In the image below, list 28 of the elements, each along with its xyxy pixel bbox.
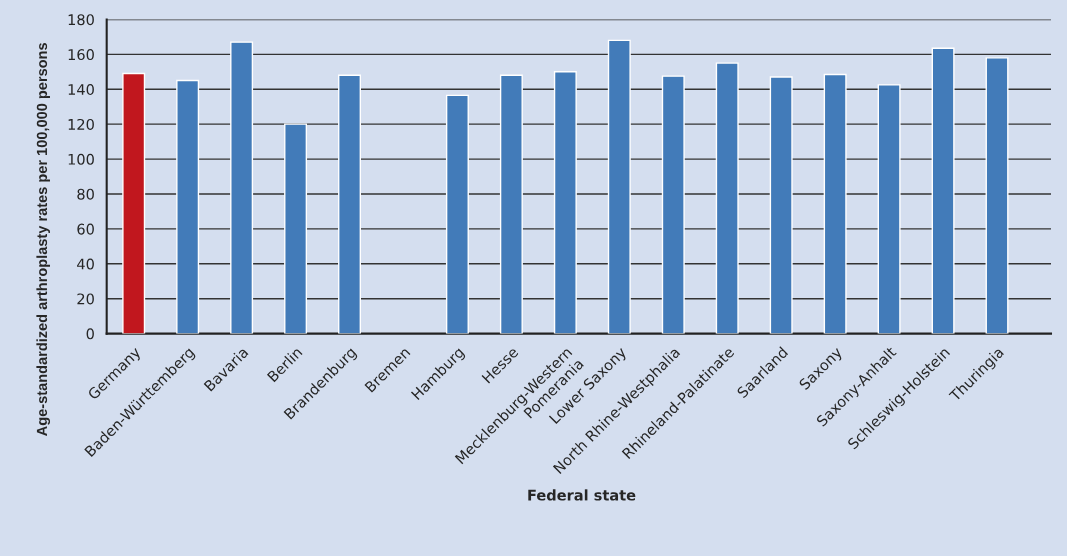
bar	[661, 75, 685, 334]
y-tick-label: 20	[77, 293, 94, 305]
bar	[338, 74, 362, 334]
y-tick-label: 160	[68, 49, 94, 61]
y-tick-label: 60	[77, 223, 94, 235]
bar	[284, 123, 308, 334]
y-tick-label: 80	[77, 188, 94, 200]
bar	[985, 57, 1009, 334]
bar	[607, 39, 631, 334]
bar	[877, 84, 901, 334]
bar	[715, 62, 739, 334]
y-tick-label: 40	[77, 258, 94, 270]
y-tick-label: 120	[68, 118, 94, 130]
y-tick-label: 0	[86, 328, 94, 340]
bar	[823, 73, 847, 334]
y-tick-label: 180	[68, 14, 94, 26]
bar	[445, 94, 469, 334]
bar	[769, 76, 793, 334]
bar	[122, 72, 146, 334]
bar	[931, 47, 955, 334]
x-axis-title: Federal state	[528, 489, 636, 501]
y-tick-label: 100	[68, 153, 94, 165]
bar	[553, 71, 577, 334]
bar	[230, 41, 254, 334]
y-tick-label: 140	[68, 83, 94, 96]
bar	[176, 79, 200, 334]
y-axis-title: Age-standardized arthroplasty rates per 100,000 persons	[36, 42, 51, 436]
bar	[499, 74, 523, 334]
